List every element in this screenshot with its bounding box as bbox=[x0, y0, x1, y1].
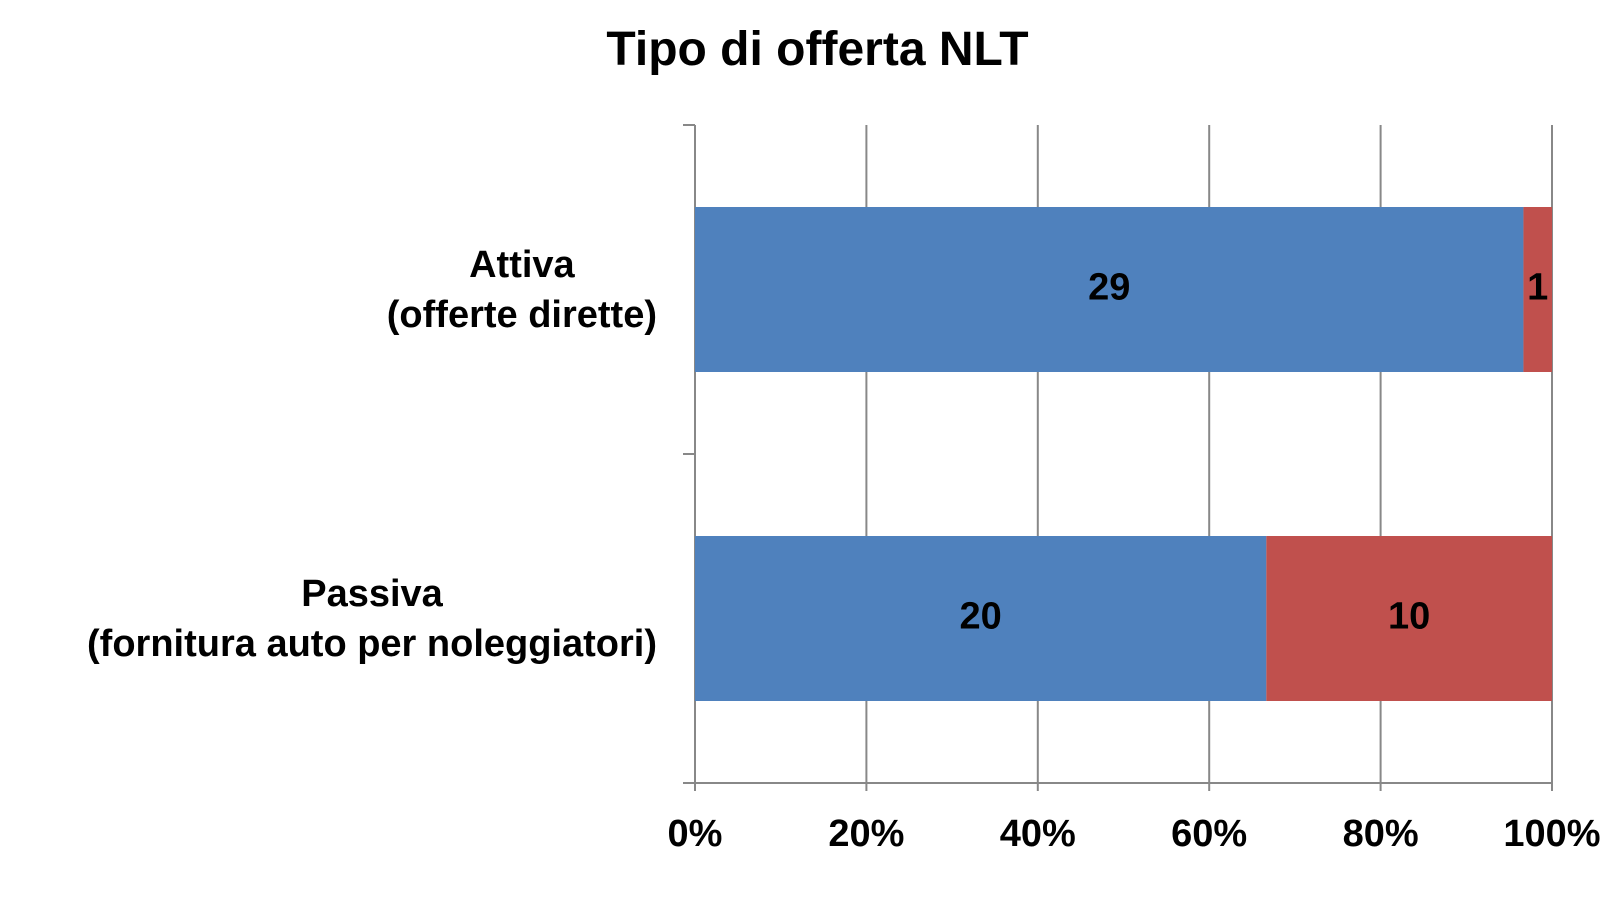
x-tick-label: 20% bbox=[828, 813, 904, 855]
bar bbox=[695, 207, 1524, 372]
category-label: Passiva (fornitura auto per noleggiatori… bbox=[87, 572, 657, 665]
x-tick-label: 0% bbox=[668, 813, 723, 855]
x-tick-label: 40% bbox=[1000, 813, 1076, 855]
x-tick-label: 80% bbox=[1343, 813, 1419, 855]
category-label: Attiva (offerte dirette) bbox=[386, 243, 657, 336]
chart-title: Tipo di offerta NLT bbox=[606, 23, 1029, 76]
data-label: 1 bbox=[1527, 267, 1548, 309]
data-label: 29 bbox=[1088, 267, 1130, 309]
data-label: 20 bbox=[960, 596, 1002, 638]
bar bbox=[1266, 536, 1552, 701]
bar bbox=[695, 536, 1267, 701]
bar bbox=[1523, 207, 1552, 372]
x-tick-label: 60% bbox=[1171, 813, 1247, 855]
data-label: 10 bbox=[1388, 596, 1430, 638]
x-tick-label: 100% bbox=[1503, 813, 1600, 855]
